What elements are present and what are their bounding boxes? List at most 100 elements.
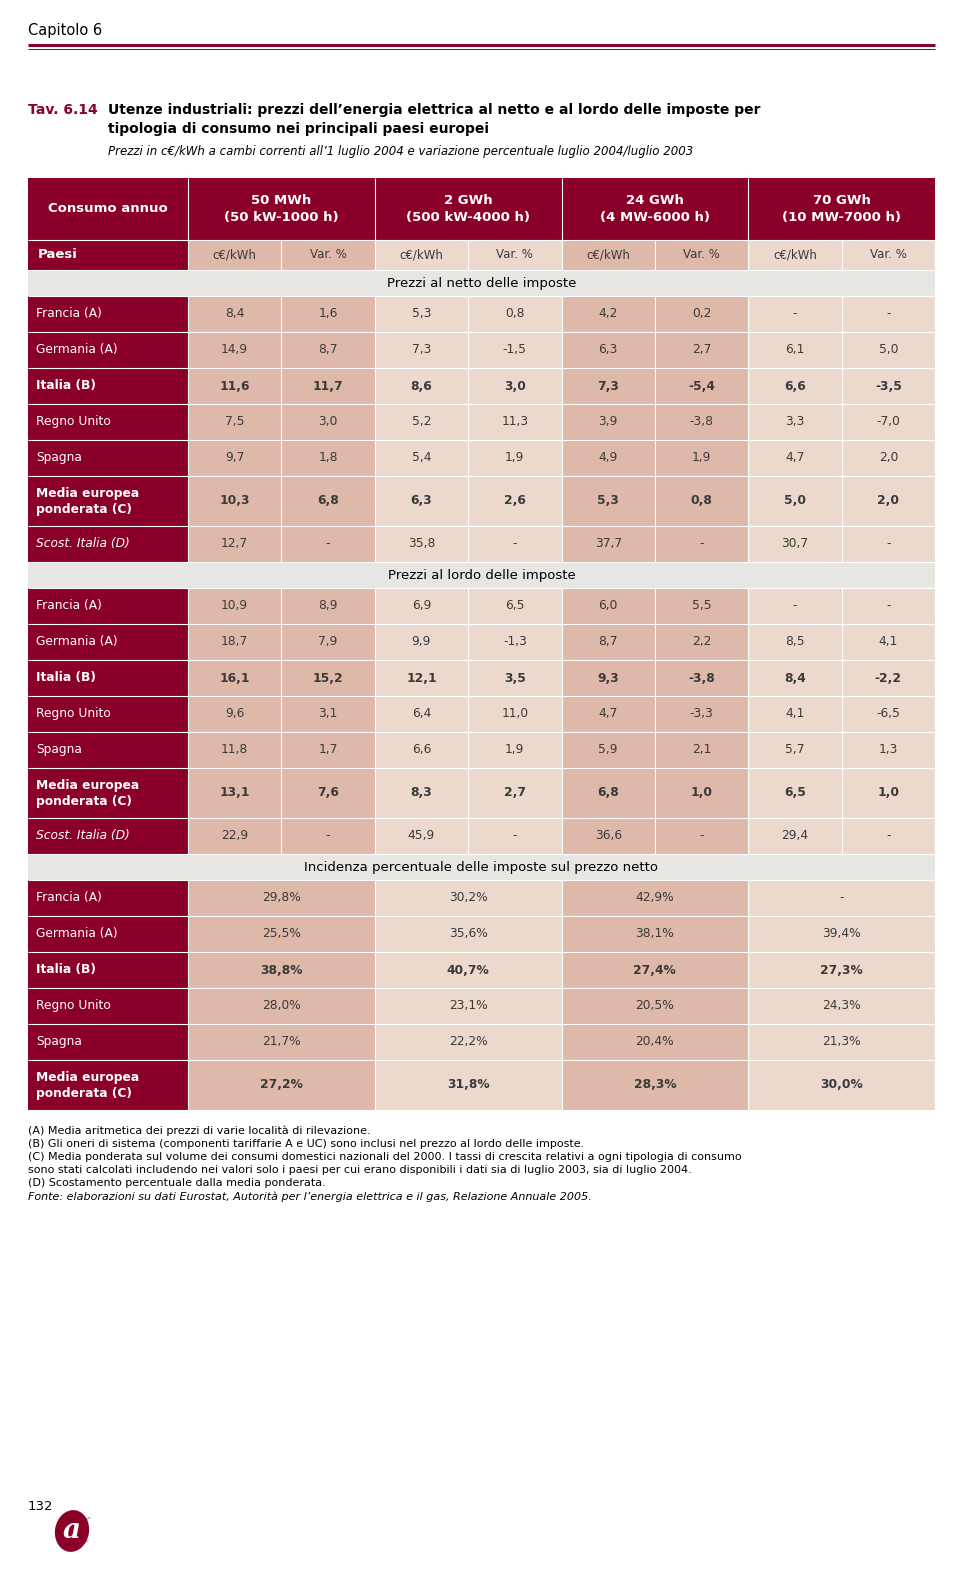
- Text: a: a: [63, 1517, 81, 1544]
- Text: Var. %: Var. %: [496, 249, 533, 261]
- Text: Spagna: Spagna: [36, 1035, 82, 1048]
- Bar: [468, 733, 562, 768]
- Text: 24 GWh
(4 MW-6000 h): 24 GWh (4 MW-6000 h): [600, 194, 709, 223]
- Bar: [562, 624, 655, 660]
- Bar: [28, 562, 935, 588]
- Text: 8,9: 8,9: [319, 599, 338, 612]
- Bar: [188, 241, 281, 269]
- Bar: [28, 624, 188, 660]
- Text: 4,9: 4,9: [598, 451, 618, 465]
- Text: -2,2: -2,2: [875, 672, 901, 685]
- Bar: [748, 916, 935, 953]
- Text: 30,2%: 30,2%: [449, 892, 488, 905]
- Bar: [748, 526, 842, 562]
- Text: c€/kWh: c€/kWh: [399, 249, 444, 261]
- Text: Prezzi al lordo delle imposte: Prezzi al lordo delle imposte: [388, 569, 575, 581]
- Text: 8,7: 8,7: [319, 344, 338, 357]
- Bar: [562, 879, 748, 916]
- Bar: [748, 768, 842, 817]
- Bar: [655, 476, 748, 526]
- Bar: [374, 331, 468, 368]
- Text: c€/kWh: c€/kWh: [587, 249, 630, 261]
- Bar: [468, 768, 562, 817]
- Text: -: -: [325, 830, 330, 843]
- Bar: [28, 178, 935, 241]
- Bar: [468, 476, 562, 526]
- Bar: [562, 696, 655, 733]
- Text: 39,4%: 39,4%: [823, 927, 861, 940]
- Bar: [748, 296, 842, 331]
- Text: 23,1%: 23,1%: [449, 999, 488, 1013]
- Text: 5,0: 5,0: [784, 494, 806, 508]
- Text: 5,3: 5,3: [597, 494, 619, 508]
- Bar: [468, 368, 562, 405]
- Text: 1,9: 1,9: [505, 744, 524, 757]
- Text: 40,7%: 40,7%: [446, 964, 490, 977]
- Bar: [188, 331, 281, 368]
- Text: -: -: [839, 892, 844, 905]
- Bar: [374, 588, 468, 624]
- Text: 5,0: 5,0: [878, 344, 898, 357]
- Text: -: -: [886, 307, 891, 320]
- Text: Spagna: Spagna: [36, 744, 82, 757]
- Bar: [655, 331, 748, 368]
- Bar: [28, 588, 188, 624]
- Text: 3,0: 3,0: [319, 416, 338, 429]
- Bar: [748, 1024, 935, 1059]
- Text: -: -: [513, 537, 517, 551]
- Bar: [374, 405, 468, 440]
- Bar: [28, 953, 188, 988]
- Text: 38,1%: 38,1%: [636, 927, 674, 940]
- Bar: [748, 953, 935, 988]
- Bar: [374, 916, 562, 953]
- Text: Francia (A): Francia (A): [36, 892, 102, 905]
- Text: 9,7: 9,7: [225, 451, 245, 465]
- Text: Var. %: Var. %: [870, 249, 907, 261]
- Bar: [842, 440, 935, 476]
- Text: Regno Unito: Regno Unito: [36, 416, 110, 429]
- Bar: [842, 588, 935, 624]
- Text: 27,2%: 27,2%: [260, 1078, 302, 1091]
- Text: c€/kWh: c€/kWh: [213, 249, 256, 261]
- Bar: [562, 768, 655, 817]
- Bar: [374, 624, 468, 660]
- Bar: [28, 733, 188, 768]
- Text: 6,6: 6,6: [412, 744, 431, 757]
- Bar: [562, 1024, 748, 1059]
- Text: 1,8: 1,8: [319, 451, 338, 465]
- Text: 9,9: 9,9: [412, 636, 431, 648]
- Text: 29,8%: 29,8%: [262, 892, 300, 905]
- Bar: [562, 440, 655, 476]
- Text: 6,4: 6,4: [412, 707, 431, 720]
- Bar: [748, 879, 935, 916]
- Text: Francia (A): Francia (A): [36, 599, 102, 612]
- Bar: [562, 331, 655, 368]
- Text: Var. %: Var. %: [684, 249, 720, 261]
- Bar: [655, 241, 748, 269]
- Text: 9,3: 9,3: [597, 672, 619, 685]
- Text: Paesi: Paesi: [38, 249, 78, 261]
- Text: 5,4: 5,4: [412, 451, 431, 465]
- Bar: [374, 768, 468, 817]
- Bar: [188, 440, 281, 476]
- Bar: [748, 696, 842, 733]
- Bar: [28, 1024, 188, 1059]
- Bar: [28, 854, 935, 879]
- Text: 5,5: 5,5: [692, 599, 711, 612]
- Bar: [188, 1059, 374, 1110]
- Text: 6,8: 6,8: [317, 494, 339, 508]
- Text: 7,3: 7,3: [412, 344, 431, 357]
- Text: 1,6: 1,6: [319, 307, 338, 320]
- Text: 11,3: 11,3: [501, 416, 528, 429]
- Bar: [655, 768, 748, 817]
- Text: 24,3%: 24,3%: [823, 999, 861, 1013]
- Text: 42,9%: 42,9%: [636, 892, 674, 905]
- Text: 1,0: 1,0: [877, 787, 900, 800]
- Text: 6,3: 6,3: [598, 344, 618, 357]
- Text: 28,3%: 28,3%: [634, 1078, 676, 1091]
- Text: 1,0: 1,0: [690, 787, 712, 800]
- Bar: [188, 526, 281, 562]
- Bar: [842, 331, 935, 368]
- Bar: [842, 733, 935, 768]
- Text: -: -: [513, 830, 517, 843]
